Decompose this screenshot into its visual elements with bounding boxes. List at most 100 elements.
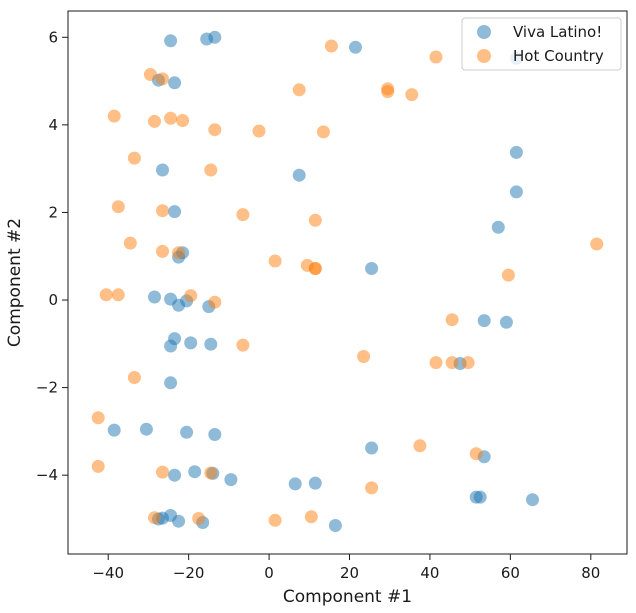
point-viva-latino-2: [208, 30, 222, 44]
point-hot-country-13: [252, 124, 266, 138]
point-hot-country-5: [381, 85, 395, 99]
point-hot-country-28: [590, 237, 604, 251]
point-hot-country-10: [148, 114, 161, 128]
legend-marker-hot-country: [477, 49, 491, 63]
point-viva-latino-10: [168, 205, 182, 219]
legend-marker-viva-latino: [477, 25, 491, 39]
point-hot-country-9: [164, 111, 178, 125]
y-tick-label: −4: [36, 466, 58, 484]
point-hot-country-41: [91, 411, 105, 425]
point-hot-country-3: [156, 72, 169, 86]
point-hot-country-1: [429, 50, 443, 64]
point-hot-country-8: [107, 109, 121, 123]
point-hot-country-24: [268, 254, 282, 268]
point-viva-latino-14: [365, 262, 379, 275]
point-hot-country-48: [148, 511, 161, 525]
point-hot-country-31: [111, 288, 125, 302]
point-hot-country-50: [304, 510, 318, 524]
point-viva-latino-3: [349, 40, 362, 54]
point-viva-latino-24: [204, 337, 218, 351]
point-viva-latino-9: [509, 185, 523, 199]
point-viva-latino-23: [184, 336, 198, 350]
point-hot-country-36: [357, 350, 371, 363]
point-viva-latino-41: [473, 490, 487, 504]
x-tick-label: −20: [173, 564, 205, 582]
x-axis: −40 −20 0 20 40 60 80: [92, 554, 600, 582]
point-viva-latino-39: [308, 476, 322, 490]
y-tick-label: 6: [48, 28, 58, 46]
point-hot-country-45: [156, 465, 169, 479]
point-hot-country-11: [176, 114, 190, 127]
y-tick-label: 2: [48, 203, 58, 221]
point-viva-latino-7: [156, 163, 169, 177]
legend-box: [461, 17, 622, 71]
point-viva-latino-21: [499, 315, 513, 329]
point-hot-country-46: [204, 466, 218, 480]
point-hot-country-40: [127, 371, 141, 384]
point-viva-latino-8: [292, 168, 306, 182]
x-tick-label: 0: [264, 564, 274, 582]
point-hot-country-51: [268, 513, 282, 527]
point-viva-latino-31: [208, 428, 222, 441]
point-viva-latino-6: [509, 145, 523, 159]
point-hot-country-43: [469, 447, 483, 461]
point-hot-country-2: [143, 68, 157, 81]
point-hot-country-19: [236, 208, 250, 222]
legend-label-hot-country: Hot Country: [513, 47, 604, 65]
point-viva-latino-27: [164, 376, 178, 390]
point-viva-latino-25: [164, 339, 178, 353]
point-hot-country-47: [365, 481, 379, 495]
point-hot-country-44: [91, 459, 105, 473]
point-viva-latino-32: [365, 441, 379, 455]
point-viva-latino-42: [526, 493, 539, 507]
point-hot-country-22: [156, 244, 169, 258]
point-hot-country-30: [99, 288, 113, 302]
point-viva-latino-30: [180, 425, 194, 439]
point-hot-country-27: [308, 262, 322, 275]
point-hot-country-7: [405, 88, 419, 102]
point-viva-latino-29: [139, 422, 153, 436]
y-axis-label: Component #2: [5, 218, 25, 347]
x-tick-label: 60: [501, 564, 520, 582]
point-viva-latino-34: [188, 465, 202, 479]
point-hot-country-33: [208, 295, 222, 309]
point-hot-country-32: [184, 289, 198, 303]
point-hot-country-14: [316, 125, 330, 139]
point-hot-country-6: [292, 83, 306, 97]
x-tick-label: −40: [92, 564, 124, 582]
point-hot-country-38: [445, 356, 459, 370]
legend: Viva Latino! Hot Country: [461, 17, 622, 71]
point-viva-latino-48: [328, 519, 342, 532]
point-hot-country-20: [308, 213, 322, 227]
point-hot-country-37: [429, 356, 443, 370]
point-hot-country-49: [192, 512, 206, 525]
legend-label-viva-latino: Viva Latino!: [513, 23, 602, 41]
point-viva-latino-18: [172, 298, 186, 312]
point-viva-latino-0: [164, 34, 178, 48]
point-hot-country-39: [461, 356, 475, 370]
point-hot-country-16: [204, 163, 218, 177]
point-hot-country-21: [123, 236, 137, 250]
point-viva-latino-20: [477, 314, 491, 328]
x-tick-label: 20: [340, 564, 359, 582]
point-hot-country-12: [208, 123, 222, 137]
point-hot-country-15: [127, 151, 141, 165]
point-viva-latino-38: [288, 477, 302, 491]
point-viva-latino-36: [168, 468, 182, 482]
x-axis-label: Component #1: [283, 587, 412, 607]
point-hot-country-23: [172, 246, 186, 260]
point-hot-country-17: [111, 200, 125, 214]
x-tick-label: 80: [581, 564, 600, 582]
y-tick-label: −2: [36, 379, 58, 397]
points-layer: [91, 30, 604, 532]
point-viva-latino-28: [107, 423, 121, 437]
plot-area: [67, 10, 628, 555]
point-hot-country-0: [324, 39, 338, 53]
point-hot-country-42: [413, 439, 427, 453]
point-hot-country-29: [501, 268, 515, 282]
point-hot-country-34: [445, 313, 459, 327]
point-viva-latino-46: [172, 514, 186, 528]
point-viva-latino-37: [224, 473, 238, 487]
point-hot-country-35: [236, 338, 250, 352]
